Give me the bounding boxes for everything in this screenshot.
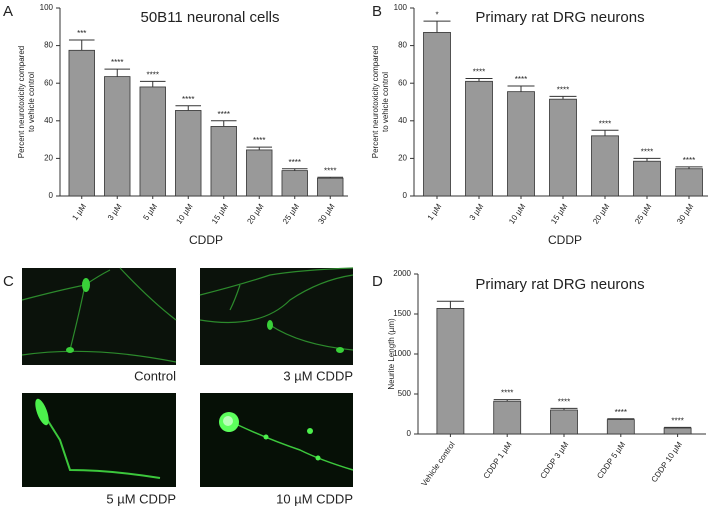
bar <box>465 80 493 197</box>
bar <box>104 76 131 197</box>
bar <box>550 409 578 435</box>
x-tick-label: 30 µM <box>316 202 336 226</box>
x-tick-label: 15 µM <box>210 202 230 226</box>
image-caption: Control <box>134 368 176 383</box>
significance-label: **** <box>111 58 123 67</box>
y-tick-label: 500 <box>398 389 412 398</box>
x-tick-label: 15 µM <box>549 202 569 226</box>
y-tick-label: 40 <box>44 116 53 125</box>
chart-title: Primary rat DRG neurons <box>475 9 644 26</box>
significance-label: **** <box>501 389 513 398</box>
y-axis-label: to vehicle control <box>27 72 36 132</box>
y-tick-label: 20 <box>398 154 407 163</box>
micrograph <box>200 393 354 487</box>
y-tick-label: 1500 <box>393 309 411 318</box>
significance-label: **** <box>599 119 611 128</box>
bar <box>281 170 308 197</box>
image-caption: 3 µM CDDP <box>283 368 353 383</box>
micrograph <box>22 393 176 487</box>
bar <box>549 98 577 197</box>
panel-letter: A <box>3 3 13 20</box>
x-tick-label: Vehicle control <box>420 440 457 488</box>
panel-letter: C <box>3 273 14 290</box>
panel-letter: B <box>372 3 382 20</box>
y-axis-label: to vehicle control <box>381 72 390 132</box>
chart-title: Primary rat DRG neurons <box>475 276 644 293</box>
x-tick-label: 20 µM <box>245 202 265 226</box>
significance-label: **** <box>253 136 265 145</box>
y-tick-label: 100 <box>394 3 408 12</box>
bar <box>493 400 522 435</box>
x-tick-label: 25 µM <box>633 202 653 226</box>
significance-label: **** <box>473 68 485 77</box>
x-tick-label: 1 µM <box>426 202 444 222</box>
bar <box>507 91 535 197</box>
image-caption: 10 µM CDDP <box>276 491 353 506</box>
micrograph <box>199 267 354 365</box>
y-tick-label: 0 <box>403 191 408 200</box>
y-tick-label: 1000 <box>393 349 411 358</box>
bar <box>210 126 237 197</box>
bar <box>591 135 619 197</box>
significance-label: **** <box>683 156 695 165</box>
x-axis-label: CDDP <box>548 233 582 247</box>
y-tick-label: 60 <box>44 78 53 87</box>
bar <box>663 427 692 435</box>
significance-label: **** <box>641 148 653 157</box>
y-tick-label: 80 <box>44 41 53 50</box>
significance-label: * <box>435 10 438 19</box>
y-tick-label: 0 <box>407 429 412 438</box>
x-tick-label: CDDP 1 µM <box>482 440 514 480</box>
significance-label: *** <box>77 29 86 38</box>
x-tick-label: 1 µM <box>70 202 88 222</box>
bar <box>436 307 465 435</box>
bar <box>175 110 202 197</box>
x-tick-label: 30 µM <box>675 202 695 226</box>
bar <box>317 177 344 197</box>
bar <box>633 160 661 197</box>
chart-title: 50B11 neuronal cells <box>141 9 280 26</box>
micrograph <box>21 267 177 365</box>
y-axis-label: Neurite Length (µm) <box>387 318 396 390</box>
bar <box>675 168 703 197</box>
significance-label: **** <box>557 85 569 94</box>
significance-label: **** <box>147 70 159 79</box>
x-tick-label: 25 µM <box>281 202 301 226</box>
x-axis-label: CDDP <box>189 233 223 247</box>
bar <box>423 32 451 197</box>
significance-label: **** <box>182 95 194 104</box>
significance-label: **** <box>515 75 527 84</box>
x-tick-label: CDDP 5 µM <box>595 440 627 480</box>
x-tick-label: 10 µM <box>507 202 527 226</box>
y-tick-label: 40 <box>398 116 407 125</box>
x-tick-label: CDDP 10 µM <box>650 440 685 484</box>
y-tick-label: 60 <box>398 78 407 87</box>
x-tick-label: 10 µM <box>174 202 194 226</box>
y-axis-label: Percent neurotoxicity compared <box>371 46 380 159</box>
bar <box>68 49 95 197</box>
x-tick-label: 5 µM <box>141 202 159 222</box>
significance-label: **** <box>289 158 301 167</box>
y-tick-label: 0 <box>49 191 54 200</box>
significance-label: **** <box>558 398 570 407</box>
significance-label: **** <box>615 408 627 417</box>
y-tick-label: 2000 <box>393 269 411 278</box>
significance-label: **** <box>324 166 336 175</box>
image-caption: 5 µM CDDP <box>106 491 176 506</box>
y-tick-label: 100 <box>40 3 54 12</box>
bar <box>606 419 635 435</box>
bar <box>246 149 273 197</box>
y-axis-label: Percent neurotoxicity compared <box>17 46 26 159</box>
x-tick-label: 3 µM <box>468 202 486 222</box>
panel-letter: D <box>372 273 383 290</box>
y-tick-label: 80 <box>398 41 407 50</box>
y-tick-label: 20 <box>44 154 53 163</box>
x-tick-label: 20 µM <box>591 202 611 226</box>
x-tick-label: CDDP 3 µM <box>539 440 571 480</box>
x-tick-label: 3 µM <box>106 202 124 222</box>
bar <box>139 86 166 197</box>
significance-label: **** <box>671 416 683 425</box>
significance-label: **** <box>218 110 230 119</box>
